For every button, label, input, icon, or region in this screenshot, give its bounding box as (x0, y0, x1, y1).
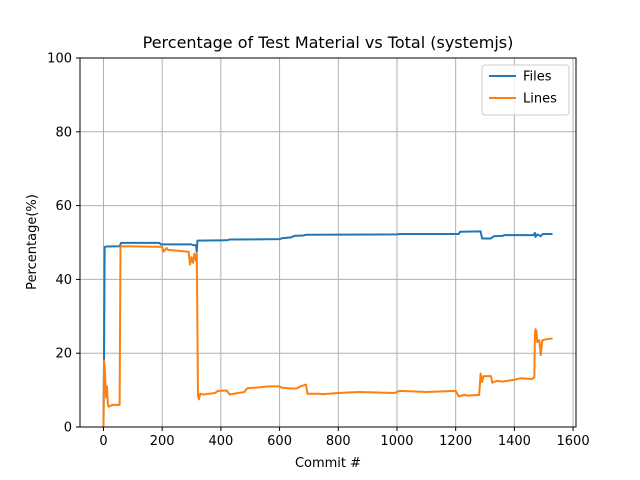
series-line-files (102, 230, 553, 428)
chart-title: Percentage of Test Material vs Total (sy… (143, 33, 514, 52)
x-tick-label: 200 (150, 434, 175, 449)
legend-label-lines: Lines (523, 92, 557, 107)
axes-layer: 0 200 400 600 800 1000 1200 1400 1600 0 20 40 60 80 10… (47, 52, 589, 450)
series-line-lines (102, 245, 553, 428)
y-tick-label: 80 (55, 125, 72, 140)
y-tick-label: 60 (55, 199, 72, 214)
legend-box (481, 64, 570, 116)
y-tick-label: 20 (55, 347, 72, 362)
x-axis-label: Commit # (295, 456, 361, 471)
x-tick-label: 1200 (439, 434, 472, 449)
x-tick-label: 800 (326, 434, 351, 449)
y-tick-label: 0 (64, 421, 72, 436)
x-tick-label: 400 (208, 434, 233, 449)
plot-frame (79, 57, 577, 428)
y-axis-label: Percentage(%) (25, 194, 40, 290)
x-tick-label: 600 (267, 434, 292, 449)
y-tick-label: 100 (47, 52, 72, 67)
series-layer (102, 230, 553, 428)
y-tick-label: 40 (55, 273, 72, 288)
x-tick-label: 1400 (498, 434, 531, 449)
x-tick-label: 1000 (380, 434, 413, 449)
legend: Files Lines (481, 64, 570, 116)
legend-label-files: Files (523, 70, 552, 85)
x-tick-label: 1600 (557, 434, 590, 449)
x-tick-label: 0 (99, 434, 107, 449)
